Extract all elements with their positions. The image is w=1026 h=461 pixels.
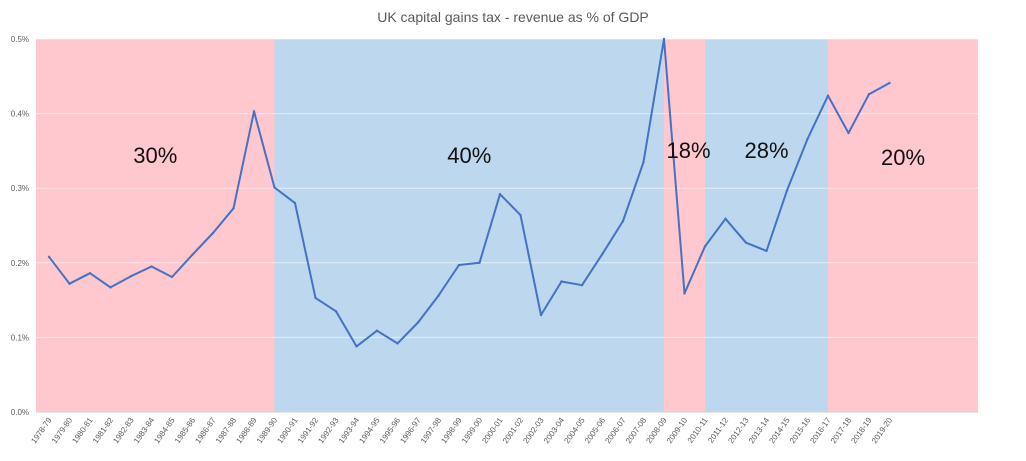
data-point xyxy=(150,265,153,268)
data-point xyxy=(314,296,317,300)
data-point xyxy=(416,321,420,324)
data-point xyxy=(785,189,789,192)
series-line xyxy=(48,38,890,348)
data-point xyxy=(375,329,379,332)
data-point xyxy=(457,263,461,267)
data-point xyxy=(170,275,174,279)
data-point xyxy=(662,37,666,41)
data-point xyxy=(68,282,71,285)
data-point xyxy=(724,217,727,220)
rate-band-20pct xyxy=(828,39,978,412)
band-label: 30% xyxy=(133,143,177,168)
data-point xyxy=(580,283,584,287)
data-point xyxy=(334,310,338,313)
data-point xyxy=(293,201,297,205)
data-point xyxy=(498,192,502,196)
data-point xyxy=(601,252,604,256)
data-point xyxy=(478,261,481,264)
data-point xyxy=(519,213,522,217)
data-point xyxy=(888,81,891,85)
rate-band-18pct xyxy=(664,39,705,412)
y-tick-label: 0.4% xyxy=(11,110,29,119)
data-point xyxy=(765,249,768,253)
series-layer xyxy=(47,37,891,348)
band-label: 18% xyxy=(666,138,710,163)
data-point xyxy=(867,93,871,96)
data-point xyxy=(642,160,645,164)
rate-band-28pct xyxy=(705,39,828,412)
data-point xyxy=(539,313,543,317)
data-point xyxy=(355,345,358,348)
data-point xyxy=(232,207,235,210)
y-tick-label: 0.5% xyxy=(11,35,29,44)
y-tick-label: 0.1% xyxy=(11,333,29,342)
data-point xyxy=(396,342,399,345)
data-point xyxy=(252,110,256,113)
y-tick-label: 0.0% xyxy=(11,408,29,417)
data-point xyxy=(47,255,51,259)
data-point xyxy=(806,137,809,141)
data-point xyxy=(88,272,92,275)
data-point xyxy=(191,253,194,256)
data-point xyxy=(847,131,850,135)
rate-band-40pct xyxy=(274,39,664,412)
data-point xyxy=(129,275,133,278)
x-tick-label: 2019-20 xyxy=(870,416,895,446)
data-point xyxy=(826,94,830,97)
rate-band-30pct xyxy=(36,39,275,412)
gridlines xyxy=(36,38,978,338)
data-point xyxy=(109,286,112,289)
y-tick-label: 0.2% xyxy=(11,259,29,268)
data-point xyxy=(560,280,563,283)
data-point xyxy=(621,219,625,223)
data-point xyxy=(273,186,276,189)
band-labels: 30% 40% 18% 28% 20% xyxy=(133,138,925,170)
y-tick-label: 0.3% xyxy=(11,184,29,193)
band-label: 40% xyxy=(447,143,491,168)
band-label: 28% xyxy=(744,138,788,163)
data-point xyxy=(744,241,748,244)
data-point xyxy=(437,294,440,297)
data-point xyxy=(211,231,215,235)
data-point xyxy=(703,245,707,248)
data-point xyxy=(683,292,686,295)
rate-bands xyxy=(36,39,978,412)
chart-title: UK capital gains tax - revenue as % of G… xyxy=(377,9,649,25)
band-label: 20% xyxy=(881,145,925,170)
